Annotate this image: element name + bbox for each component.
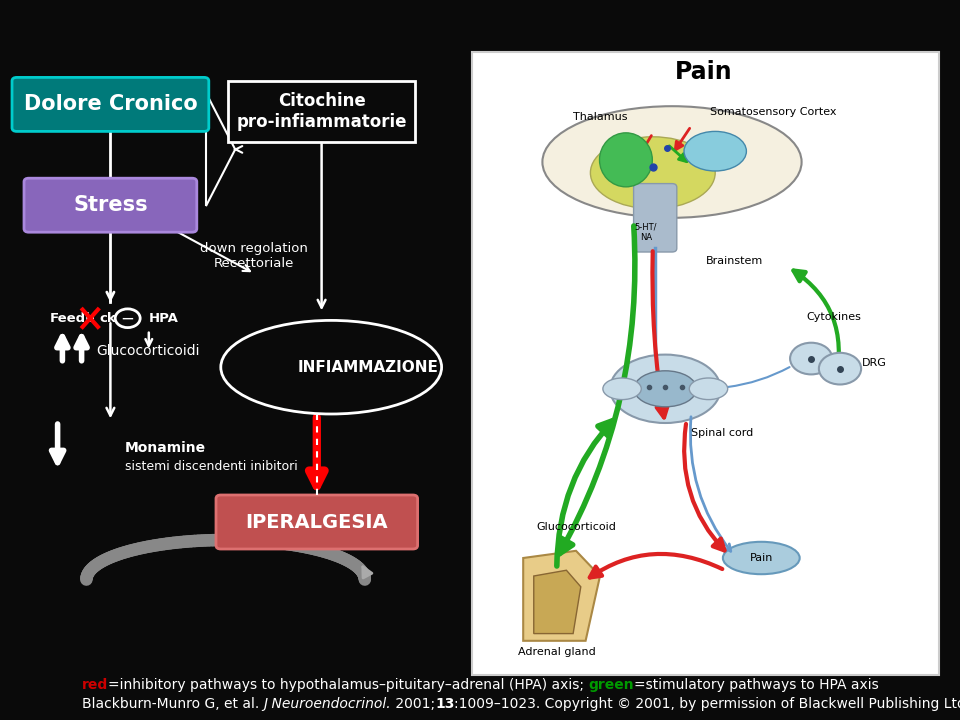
FancyBboxPatch shape (228, 81, 415, 143)
Text: DRG: DRG (862, 358, 887, 368)
Circle shape (790, 343, 832, 374)
FancyBboxPatch shape (472, 52, 939, 675)
Text: Thalamus: Thalamus (573, 112, 627, 122)
Text: Monamine: Monamine (125, 441, 206, 455)
Circle shape (819, 353, 861, 384)
Ellipse shape (634, 371, 697, 407)
Polygon shape (523, 551, 600, 641)
Ellipse shape (590, 137, 715, 209)
Polygon shape (534, 570, 581, 634)
Text: Cytokines: Cytokines (806, 312, 861, 322)
Text: Blackburn-Munro G, et al.: Blackburn-Munro G, et al. (82, 697, 263, 711)
Ellipse shape (611, 355, 720, 423)
Ellipse shape (684, 131, 747, 171)
Text: green: green (588, 678, 634, 693)
Text: 2001;: 2001; (391, 697, 435, 711)
Text: Spinal cord: Spinal cord (691, 428, 754, 438)
Text: ck: ck (100, 312, 116, 325)
Text: 5-HT/
NA: 5-HT/ NA (635, 222, 658, 241)
Text: Glucocorticoidi: Glucocorticoidi (96, 344, 200, 359)
Text: Citochine
pro-infiammatorie: Citochine pro-infiammatorie (236, 92, 407, 131)
Text: 13: 13 (435, 697, 454, 711)
Text: Dolore Cronico: Dolore Cronico (24, 94, 197, 114)
Text: Somatosensory Cortex: Somatosensory Cortex (709, 107, 836, 117)
Text: sistemi discendenti inibitori: sistemi discendenti inibitori (125, 460, 298, 473)
Text: :1009–1023. Copyright © 2001, by permission of Blackwell Publishing Ltd.: :1009–1023. Copyright © 2001, by permiss… (454, 697, 960, 711)
Text: HPA: HPA (149, 312, 179, 325)
Text: =stimulatory pathways to HPA axis: =stimulatory pathways to HPA axis (634, 678, 878, 693)
Text: red: red (82, 678, 108, 693)
FancyBboxPatch shape (12, 77, 209, 131)
Text: IPERALGESIA: IPERALGESIA (246, 513, 388, 531)
Ellipse shape (603, 378, 641, 400)
Text: =inhibitory pathways to hypothalamus–pituitary–adrenal (HPA) axis;: =inhibitory pathways to hypothalamus–pit… (108, 678, 588, 693)
Ellipse shape (221, 320, 442, 414)
Text: Brainstem: Brainstem (706, 256, 763, 266)
FancyBboxPatch shape (24, 179, 197, 232)
Text: Stress: Stress (73, 195, 148, 215)
Ellipse shape (599, 132, 653, 187)
FancyBboxPatch shape (216, 495, 418, 549)
Text: −: − (121, 309, 134, 327)
Text: Glucocorticoid: Glucocorticoid (536, 522, 616, 532)
FancyBboxPatch shape (634, 184, 677, 252)
Text: Pain: Pain (675, 60, 732, 84)
Text: Adrenal gland: Adrenal gland (518, 647, 595, 657)
Ellipse shape (723, 541, 800, 575)
Ellipse shape (689, 378, 728, 400)
Text: INFIAMMAZIONE: INFIAMMAZIONE (298, 360, 439, 374)
Text: down regolation
Recettoriale: down regolation Recettoriale (201, 242, 308, 269)
Text: J Neuroendocrinol.: J Neuroendocrinol. (263, 697, 391, 711)
Ellipse shape (542, 107, 802, 217)
Text: Pain: Pain (750, 553, 773, 563)
Text: Feedb: Feedb (50, 312, 96, 325)
